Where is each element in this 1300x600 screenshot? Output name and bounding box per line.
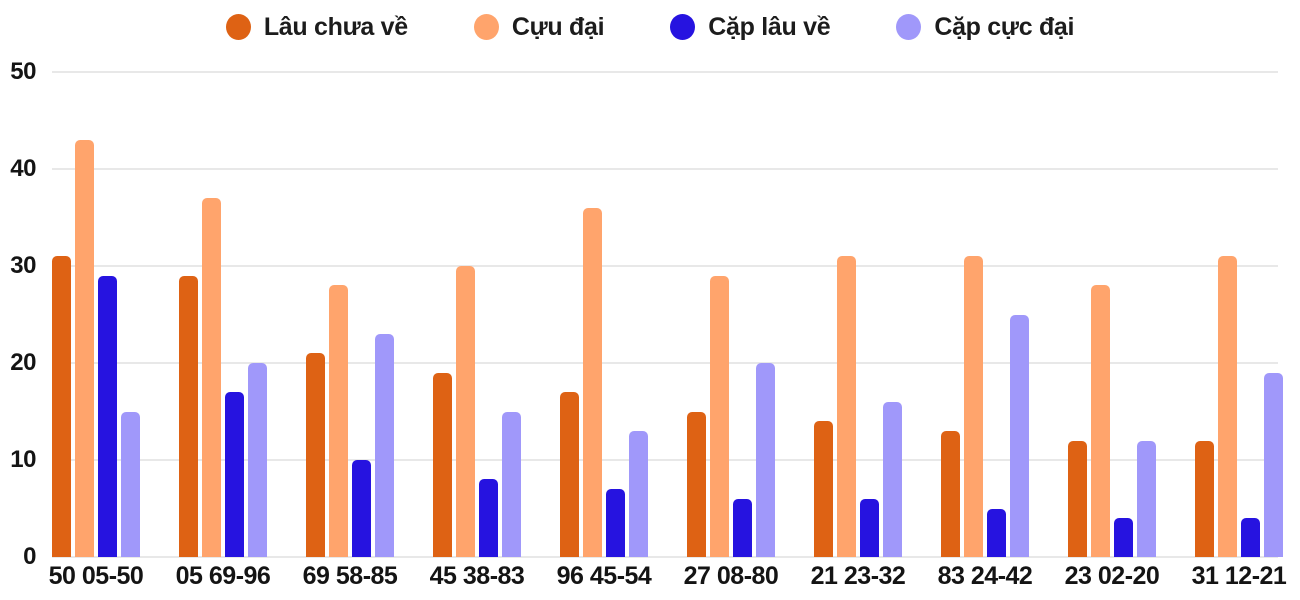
bar-series-1-cat-6 <box>837 256 856 557</box>
bar-series-0-cat-7 <box>941 430 960 557</box>
bar-series-3-cat-4 <box>629 430 648 557</box>
legend-item-series-2: Cặp lâu về <box>670 12 831 42</box>
legend-item-series-3: Cặp cực đại <box>896 13 1074 42</box>
gridline-y-30 <box>52 265 1278 267</box>
y-axis-tick-label: 20 <box>10 349 36 376</box>
legend-marker-icon <box>896 14 922 40</box>
bar-series-2-cat-3 <box>479 479 498 557</box>
bar-series-0-cat-8 <box>1068 440 1087 557</box>
bar-series-3-cat-6 <box>883 401 902 557</box>
bar-series-1-cat-2 <box>329 285 348 557</box>
bar-series-2-cat-1 <box>225 392 244 557</box>
bar-series-0-cat-1 <box>179 275 198 557</box>
x-axis-category-label: 31 12-21 <box>1191 562 1287 590</box>
bar-series-1-cat-9 <box>1218 256 1237 557</box>
bar-series-1-cat-5 <box>710 275 729 557</box>
bar-series-3-cat-3 <box>502 411 521 557</box>
y-axis-tick-label: 10 <box>10 446 36 473</box>
legend-marker-icon <box>225 14 251 40</box>
y-axis-tick-label: 50 <box>10 58 36 85</box>
gridline-y-20 <box>52 362 1278 364</box>
bar-series-1-cat-7 <box>964 256 983 557</box>
bar-series-2-cat-7 <box>987 508 1006 557</box>
x-axis-category-label: 05 69-96 <box>175 562 271 590</box>
x-axis-category-label: 23 02-20 <box>1064 562 1160 590</box>
bar-series-2-cat-0 <box>98 275 117 557</box>
bar-series-3-cat-1 <box>248 363 267 557</box>
gridline-y-0 <box>52 556 1278 558</box>
bar-series-3-cat-5 <box>756 363 775 557</box>
y-axis-tick-label: 30 <box>10 252 36 279</box>
bar-series-0-cat-3 <box>433 372 452 557</box>
x-axis-category-label: 45 38-83 <box>429 562 525 590</box>
bar-series-1-cat-8 <box>1091 285 1110 557</box>
legend-marker-icon <box>670 14 696 40</box>
bar-series-1-cat-0 <box>75 139 94 557</box>
bar-series-0-cat-2 <box>306 353 325 557</box>
gridline-y-40 <box>52 168 1278 170</box>
legend-label: Cựu đại <box>511 12 605 41</box>
bar-series-3-cat-7 <box>1010 314 1029 557</box>
x-axis-category-label: 69 58-85 <box>302 562 398 590</box>
bar-series-2-cat-5 <box>733 498 752 557</box>
x-axis-category-label: 21 23-32 <box>810 562 906 590</box>
x-axis-category-label: 50 05-50 <box>48 562 144 590</box>
bar-series-2-cat-8 <box>1114 518 1133 557</box>
bar-series-0-cat-4 <box>560 392 579 557</box>
bar-series-3-cat-0 <box>121 411 140 557</box>
bar-series-0-cat-6 <box>814 421 833 557</box>
bar-series-1-cat-1 <box>202 198 221 557</box>
y-axis-tick-label: 0 <box>23 543 36 570</box>
gridline-y-10 <box>52 459 1278 461</box>
legend-item-series-1: Cựu đại <box>473 12 605 42</box>
legend-label: Cặp cực đại <box>934 12 1075 41</box>
x-axis-category-label: 96 45-54 <box>556 562 652 590</box>
gridline-y-50 <box>52 71 1278 73</box>
bar-series-2-cat-6 <box>860 498 879 557</box>
y-axis-tick-label: 40 <box>10 155 36 182</box>
bar-series-3-cat-8 <box>1137 440 1156 557</box>
bar-series-1-cat-4 <box>583 207 602 557</box>
bar-series-1-cat-3 <box>456 266 475 557</box>
x-axis-category-label: 27 08-80 <box>683 562 779 590</box>
legend-marker-icon <box>473 14 499 40</box>
bar-series-3-cat-2 <box>375 333 394 557</box>
legend-label: Lâu chưa về <box>263 12 408 41</box>
bar-series-2-cat-4 <box>606 489 625 557</box>
bar-series-0-cat-5 <box>687 411 706 557</box>
legend-item-series-0: Lâu chưa về <box>225 12 408 42</box>
bar-series-3-cat-9 <box>1264 372 1283 557</box>
bar-series-2-cat-9 <box>1241 518 1260 557</box>
bar-series-2-cat-2 <box>352 460 371 557</box>
chart-legend: Lâu chưa về Cựu đại Cặp lâu về Cặp cực đại <box>0 7 1300 47</box>
legend-label: Cặp lâu về <box>708 12 831 41</box>
bar-series-0-cat-9 <box>1195 440 1214 557</box>
bar-series-0-cat-0 <box>52 256 71 557</box>
x-axis-category-label: 83 24-42 <box>937 562 1033 590</box>
